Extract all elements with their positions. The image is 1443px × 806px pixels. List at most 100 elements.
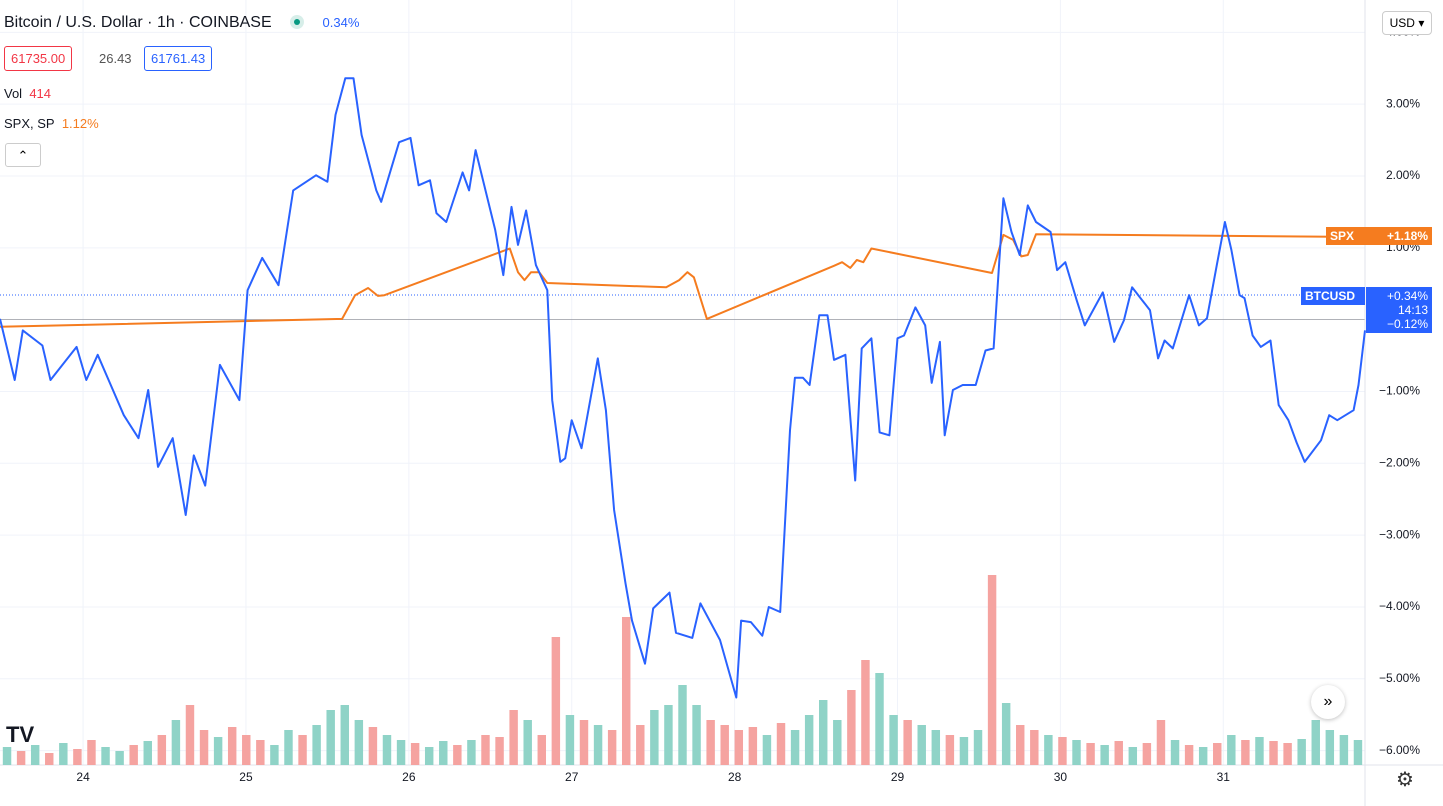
volume-bar	[664, 705, 673, 765]
volume-bar	[143, 741, 152, 765]
volume-bar	[410, 743, 420, 765]
volume-bar	[59, 743, 68, 765]
spread: 26.43	[99, 51, 132, 66]
volume-bar	[1001, 703, 1011, 765]
volume-bar	[959, 737, 969, 765]
volume-bar	[917, 725, 926, 765]
volume-bar	[987, 575, 997, 765]
scroll-to-realtime[interactable]: »	[1311, 685, 1345, 719]
volume-bar	[396, 740, 406, 765]
volume-bar	[129, 745, 138, 765]
currency: USD	[1389, 16, 1415, 30]
volume-bar	[453, 745, 462, 765]
volume-bar	[1142, 743, 1152, 765]
volume-bar	[1241, 740, 1250, 765]
compare-legend: SPX, SP 1.12%	[4, 116, 99, 131]
volume-bar	[1100, 745, 1109, 765]
btc-change: +0.34%	[1386, 289, 1428, 303]
volume-bar	[593, 725, 603, 765]
y-tick-label: −6.00%	[1379, 743, 1420, 757]
volume-bar	[762, 735, 772, 765]
volume-bar	[973, 730, 983, 765]
volume-bar	[1198, 747, 1208, 765]
y-tick-label: −3.00%	[1379, 527, 1420, 541]
currency-button[interactable]: USD ▾	[1382, 11, 1432, 35]
volume-bar	[45, 753, 54, 765]
x-tick-label: 25	[239, 770, 253, 784]
volume-bar	[734, 730, 744, 765]
volume-bar	[1325, 730, 1335, 765]
volume-bar	[354, 720, 364, 765]
logo[interactable]: TV	[6, 722, 35, 747]
volume-bar	[213, 737, 223, 765]
x-tick-label: 28	[728, 770, 742, 784]
volume-bar	[1213, 743, 1222, 765]
compare-change: 1.12%	[61, 116, 99, 131]
ask-price[interactable]: 61761.43	[144, 46, 213, 71]
volume-bar	[1128, 747, 1138, 765]
settings-button[interactable]: ⚙	[1396, 769, 1414, 791]
volume-bar	[242, 735, 251, 765]
market-status	[290, 15, 305, 29]
symbol-header: Bitcoin / U.S. Dollar · 1h · COINBASE 0.…	[4, 14, 360, 31]
volume-bar	[706, 720, 715, 765]
volume-bar	[537, 735, 546, 765]
volume-bar	[1297, 739, 1306, 765]
spx-change: +1.18%	[1386, 229, 1428, 243]
volume-bar	[298, 735, 307, 765]
volume-bar	[1058, 737, 1067, 765]
volume-bar	[889, 715, 898, 765]
volume-bar	[636, 725, 645, 765]
volume-bar	[171, 720, 181, 765]
volume-bar	[1311, 720, 1320, 765]
volume-bar	[1030, 730, 1039, 765]
y-tick-label: 3.00%	[1386, 96, 1420, 110]
volume-bar	[1227, 735, 1236, 765]
volume-bar	[833, 720, 842, 765]
volume-bar	[1353, 740, 1363, 765]
spx-badge: SPX +1.18%	[1326, 227, 1432, 245]
volume-bar	[495, 737, 504, 765]
volume-bar	[790, 730, 800, 765]
volume-bar	[101, 747, 110, 765]
volume-bar	[692, 705, 701, 765]
volume-bar	[523, 720, 532, 765]
volume-bar	[1339, 735, 1349, 765]
y-tick-label: −1.00%	[1379, 384, 1420, 398]
bid-price[interactable]: 61735.00	[4, 46, 73, 71]
volume-bar	[227, 727, 237, 765]
volume-bar	[157, 735, 167, 765]
volume-bar	[678, 685, 687, 765]
volume-bar	[875, 673, 884, 765]
volume-bar	[776, 723, 786, 765]
volume-bar	[382, 735, 392, 765]
volume-bar	[861, 660, 870, 765]
volume-bar	[1072, 740, 1081, 765]
volume-bar	[847, 690, 856, 765]
volume-bar	[748, 727, 758, 765]
volume-bar	[1283, 743, 1292, 765]
x-tick-label: 30	[1054, 770, 1068, 784]
volume-bar	[819, 700, 828, 765]
countdown: 14:13	[1397, 303, 1428, 317]
collapse-button[interactable]: ⌃	[5, 143, 41, 167]
x-tick-label: 31	[1217, 770, 1231, 784]
compare-label: SPX, SP	[4, 116, 55, 131]
volume-bar	[115, 751, 124, 765]
volume-bar	[368, 727, 378, 765]
volume-bar	[73, 749, 82, 765]
x-tick-label: 27	[565, 770, 579, 784]
volume-bar	[439, 741, 448, 765]
symbol-title: Bitcoin / U.S. Dollar	[4, 14, 143, 31]
btc-badge: +0.34% 14:13 −0.12%	[1366, 287, 1432, 333]
volume-bar	[199, 730, 209, 765]
volume-bar	[467, 740, 476, 765]
volume-bar	[1044, 735, 1053, 765]
volume-bar	[340, 705, 349, 765]
volume-bar	[804, 715, 814, 765]
interval[interactable]: 1h	[156, 14, 175, 31]
volume-bar	[931, 730, 941, 765]
volume-bar	[1114, 741, 1123, 765]
btc-name-badge: BTCUSD	[1301, 287, 1365, 305]
